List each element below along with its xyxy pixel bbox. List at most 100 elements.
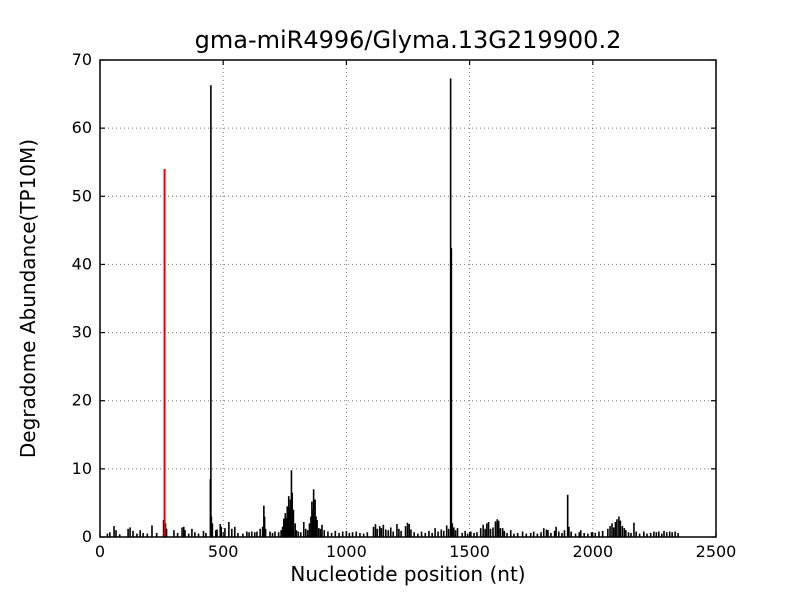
bar xyxy=(310,516,312,537)
bar xyxy=(378,526,381,537)
bar xyxy=(536,533,539,537)
bar xyxy=(312,489,315,537)
bar xyxy=(503,530,506,537)
bar xyxy=(451,523,454,537)
bar xyxy=(269,531,271,537)
bar xyxy=(437,531,439,537)
bar xyxy=(181,527,183,537)
bar xyxy=(513,533,515,537)
bar xyxy=(139,530,141,537)
bar xyxy=(271,532,274,537)
bar xyxy=(482,524,484,537)
bar xyxy=(318,528,320,537)
y-tick-label: 50 xyxy=(72,186,92,205)
bar xyxy=(382,524,385,537)
bar xyxy=(420,531,423,537)
bar xyxy=(568,526,570,537)
bar xyxy=(594,532,597,537)
bar xyxy=(598,531,600,537)
bar xyxy=(389,527,392,537)
x-tick-label: 500 xyxy=(208,542,239,561)
bar xyxy=(202,530,205,537)
bar xyxy=(314,499,316,537)
bar xyxy=(583,532,585,537)
bar xyxy=(450,248,453,537)
bar xyxy=(542,528,545,537)
x-tick-label: 1000 xyxy=(326,542,367,561)
bar xyxy=(424,532,427,537)
bar xyxy=(671,532,673,537)
bar xyxy=(210,85,212,537)
bar xyxy=(205,532,207,537)
bar xyxy=(281,526,284,537)
bar xyxy=(146,533,149,537)
bar xyxy=(287,496,290,537)
bar xyxy=(555,526,557,537)
bar xyxy=(557,531,560,537)
bar xyxy=(561,532,563,537)
bar xyxy=(334,530,337,537)
bar xyxy=(284,513,287,537)
bar xyxy=(413,532,415,537)
bar xyxy=(550,532,552,537)
bar xyxy=(470,531,472,537)
y-tick-label: 30 xyxy=(72,323,92,342)
x-tick-label: 0 xyxy=(95,542,105,561)
bar xyxy=(618,516,620,537)
bar xyxy=(118,534,121,537)
bar xyxy=(627,532,630,537)
bar xyxy=(242,533,244,537)
bar xyxy=(385,529,387,537)
bar xyxy=(655,532,658,537)
chart-title: gma-miR4996/Glyma.13G219900.2 xyxy=(194,26,622,54)
bar xyxy=(630,532,632,537)
bar xyxy=(590,532,593,537)
bar xyxy=(211,523,214,537)
bar xyxy=(231,528,233,537)
bar xyxy=(616,519,618,537)
bar xyxy=(453,527,455,537)
bar xyxy=(653,531,655,537)
bar xyxy=(489,528,492,537)
bar xyxy=(304,528,307,537)
bar xyxy=(306,530,309,537)
bar xyxy=(151,525,153,537)
bar xyxy=(609,526,611,537)
bar xyxy=(263,516,266,537)
bar xyxy=(136,533,138,537)
bar xyxy=(658,531,660,537)
bar xyxy=(447,528,450,537)
bar xyxy=(327,531,329,537)
bar xyxy=(486,523,488,537)
bar xyxy=(521,531,524,537)
x-tick-label: 1500 xyxy=(449,542,490,561)
bar xyxy=(224,528,226,537)
y-tick-label: 10 xyxy=(72,459,92,478)
bar xyxy=(578,532,581,537)
bar xyxy=(660,533,663,537)
bar xyxy=(311,501,313,537)
bar xyxy=(387,530,390,537)
bar xyxy=(176,532,179,537)
bar xyxy=(341,531,344,537)
x-tick-label: 2500 xyxy=(696,542,737,561)
bar xyxy=(297,531,300,537)
bar xyxy=(454,530,457,537)
bar xyxy=(261,526,264,537)
bar xyxy=(246,531,248,537)
bar xyxy=(494,521,497,537)
bar xyxy=(417,533,419,537)
bar xyxy=(253,532,256,537)
bar xyxy=(392,531,395,537)
bar xyxy=(109,532,111,537)
bar xyxy=(649,532,652,537)
bar xyxy=(374,524,377,537)
bar xyxy=(351,532,354,537)
bar xyxy=(633,522,635,537)
bar xyxy=(677,532,679,537)
y-tick-label: 20 xyxy=(72,391,92,410)
bar xyxy=(292,509,295,537)
bar xyxy=(165,528,168,537)
bar xyxy=(643,531,645,537)
